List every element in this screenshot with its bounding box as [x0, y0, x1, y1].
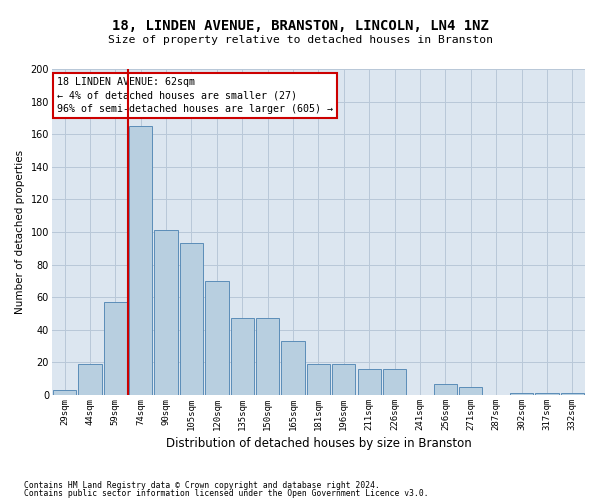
Bar	[434, 384, 457, 395]
Bar	[129, 126, 152, 395]
Text: 18 LINDEN AVENUE: 62sqm
← 4% of detached houses are smaller (27)
96% of semi-det: 18 LINDEN AVENUE: 62sqm ← 4% of detached…	[57, 77, 333, 114]
Bar	[154, 230, 178, 395]
Bar	[358, 369, 381, 395]
Bar	[535, 394, 559, 395]
Bar	[53, 390, 76, 395]
Bar	[307, 364, 330, 395]
Bar	[510, 394, 533, 395]
Y-axis label: Number of detached properties: Number of detached properties	[15, 150, 25, 314]
Text: Size of property relative to detached houses in Branston: Size of property relative to detached ho…	[107, 35, 493, 45]
Bar	[332, 364, 355, 395]
Bar	[383, 369, 406, 395]
Bar	[104, 302, 127, 395]
X-axis label: Distribution of detached houses by size in Branston: Distribution of detached houses by size …	[166, 437, 471, 450]
Bar	[230, 318, 254, 395]
Bar	[281, 341, 305, 395]
Bar	[256, 318, 280, 395]
Bar	[205, 281, 229, 395]
Text: Contains HM Land Registry data © Crown copyright and database right 2024.: Contains HM Land Registry data © Crown c…	[24, 481, 380, 490]
Bar	[560, 394, 584, 395]
Text: 18, LINDEN AVENUE, BRANSTON, LINCOLN, LN4 1NZ: 18, LINDEN AVENUE, BRANSTON, LINCOLN, LN…	[112, 19, 488, 33]
Bar	[180, 244, 203, 395]
Bar	[78, 364, 101, 395]
Text: Contains public sector information licensed under the Open Government Licence v3: Contains public sector information licen…	[24, 490, 428, 498]
Bar	[459, 387, 482, 395]
